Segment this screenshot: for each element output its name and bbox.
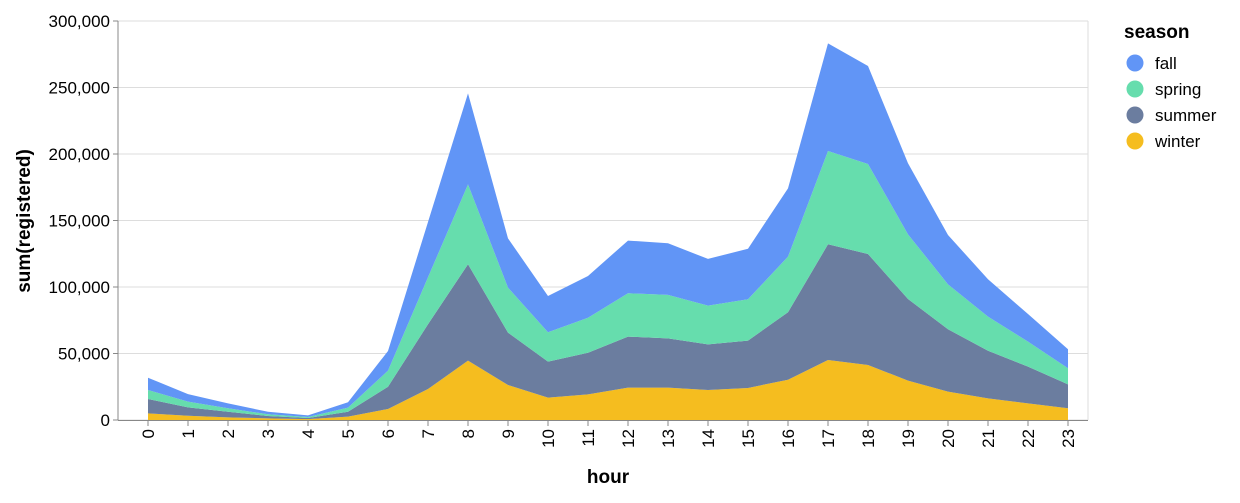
x-tick-label: 13 (659, 429, 678, 448)
legend-swatch (1126, 106, 1144, 124)
areas (148, 43, 1068, 420)
legend-item-spring: spring (1126, 80, 1201, 99)
legend-item-fall: fall (1126, 54, 1177, 73)
y-tick-label: 300,000 (49, 12, 110, 31)
area-summer (148, 244, 1068, 420)
y-tick-label: 200,000 (49, 145, 110, 164)
x-tick-label: 21 (979, 429, 998, 448)
x-tick-label: 16 (779, 429, 798, 448)
area-spring (148, 150, 1068, 419)
y-tick-label: 150,000 (49, 212, 110, 231)
x-tick-label: 12 (619, 429, 638, 448)
legend-label: winter (1154, 132, 1201, 151)
area-fall (148, 43, 1068, 417)
x-tick-label: 20 (939, 429, 958, 448)
legend-swatch (1126, 54, 1144, 72)
legend: season fall spring summer winter (1124, 22, 1217, 151)
y-tick-label: 100,000 (49, 278, 110, 297)
x-tick-label: 15 (739, 429, 758, 448)
x-tick-label: 9 (499, 429, 518, 438)
x-tick-label: 0 (139, 429, 158, 438)
x-tick-label: 8 (459, 429, 478, 438)
legend-item-winter: winter (1126, 132, 1201, 151)
x-tick-label: 18 (859, 429, 878, 448)
legend-label: fall (1155, 54, 1177, 73)
x-axis: 0 1 2 3 4 5 6 7 8 9 10 11 12 13 14 15 16 17 18 19 20 21 22 23 (118, 420, 1088, 448)
y-tick-label: 250,000 (49, 79, 110, 98)
legend-label: spring (1155, 80, 1201, 99)
y-axis: 0 50,000 100,000 150,000 200,000 250,000 300,0… (49, 12, 119, 430)
y-tick-label: 50,000 (58, 345, 110, 364)
legend-title: season (1124, 22, 1189, 43)
x-tick-label: 10 (539, 429, 558, 448)
x-tick-label: 17 (819, 429, 838, 448)
x-tick-label: 5 (339, 429, 358, 438)
y-axis-title: sum(registered) (14, 149, 35, 293)
x-tick-label: 3 (259, 429, 278, 438)
x-tick-label: 19 (899, 429, 918, 448)
x-tick-label: 14 (699, 429, 718, 448)
x-tick-label: 4 (299, 429, 318, 438)
x-tick-label: 7 (419, 429, 438, 438)
legend-label: summer (1155, 106, 1217, 125)
x-axis-title: hour (587, 467, 630, 488)
x-tick-label: 11 (579, 429, 598, 447)
x-tick-label: 2 (219, 429, 238, 438)
legend-swatch (1126, 132, 1144, 150)
legend-item-summer: summer (1126, 106, 1217, 125)
x-tick-label: 23 (1059, 429, 1078, 448)
area-winter (148, 360, 1068, 420)
y-tick-label: 0 (101, 411, 110, 430)
legend-swatch (1126, 80, 1144, 98)
x-tick-label: 22 (1019, 429, 1038, 448)
x-tick-label: 1 (179, 429, 198, 438)
x-tick-label: 6 (379, 429, 398, 438)
